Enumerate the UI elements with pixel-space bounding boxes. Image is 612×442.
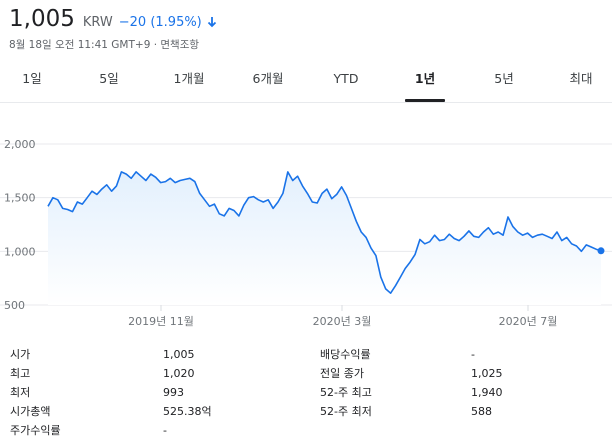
tab-5d[interactable]: 5일 xyxy=(99,71,119,86)
stat-label: 전일 종가 xyxy=(320,367,364,380)
tab-1d[interactable]: 1일 xyxy=(22,71,42,86)
stat-low: 최저 993 xyxy=(10,383,300,403)
stat-open: 시가 1,005 xyxy=(10,345,300,365)
stat-dividend-yield: 배당수익률 - xyxy=(320,345,600,365)
tab-max[interactable]: 최대 xyxy=(569,71,593,86)
stat-label: 주가수익률 xyxy=(10,424,61,437)
tab-ytd[interactable]: YTD xyxy=(333,71,359,86)
stat-label: 최고 xyxy=(10,367,31,380)
stat-value: 525.38억 xyxy=(163,405,212,418)
price-chart[interactable]: 2,000 1,500 1,000 500 2019년 11월 2020년 3월 2020년… xyxy=(0,104,612,334)
tab-5y[interactable]: 5년 xyxy=(494,71,514,86)
stat-pe-ratio: 주가수익률 - xyxy=(10,421,300,441)
tab-6m[interactable]: 6개월 xyxy=(252,71,284,86)
stat-52w-high: 52-주 최고 1,940 xyxy=(320,383,600,403)
y-tick-label: 1,500 xyxy=(4,192,36,205)
y-tick-label: 2,000 xyxy=(4,138,36,151)
currency-code: KRW xyxy=(82,15,113,30)
stat-52w-low: 52-주 최저 588 xyxy=(320,402,600,422)
y-tick-label: 500 xyxy=(4,299,25,312)
quote-timestamp-disclaimer: 8월 18일 오전 11:41 GMT+9 · 면책조항 xyxy=(9,39,200,51)
tabs-divider xyxy=(0,102,612,103)
stat-market-cap: 시가총액 525.38억 xyxy=(10,402,300,422)
stat-value: 1,005 xyxy=(163,348,195,361)
price-change: −20 (1.95%) xyxy=(118,15,202,30)
stat-value: 1,940 xyxy=(471,386,503,399)
tab-1m[interactable]: 1개월 xyxy=(173,71,205,86)
stat-label: 시가 xyxy=(10,348,31,361)
stat-label: 52-주 최고 xyxy=(320,386,372,399)
series-area xyxy=(48,171,601,305)
stat-label: 배당수익률 xyxy=(320,348,371,361)
range-tabs: 1일 5일 1개월 6개월 YTD 1년 5년 최대 xyxy=(0,64,612,102)
x-tick-label: 2020년 3월 xyxy=(313,315,372,328)
quote-header: 1,005 KRW −20 (1.95%) xyxy=(9,6,217,34)
tab-1y[interactable]: 1년 xyxy=(414,71,436,86)
stat-label: 52-주 최저 xyxy=(320,405,372,418)
y-tick-label: 1,000 xyxy=(4,245,36,258)
arrow-down-icon xyxy=(207,17,216,28)
last-price-dot xyxy=(597,247,605,255)
stat-value: - xyxy=(163,424,167,437)
active-tab-indicator xyxy=(405,99,445,102)
stat-value: 588 xyxy=(471,405,492,418)
stat-label: 시가총액 xyxy=(10,405,51,418)
stat-high: 최고 1,020 xyxy=(10,364,300,384)
stat-label: 최저 xyxy=(10,386,31,399)
x-tick-label: 2020년 7월 xyxy=(499,315,558,328)
current-price: 1,005 xyxy=(9,6,75,32)
stat-value: 1,025 xyxy=(471,367,503,380)
stat-value: 993 xyxy=(163,386,184,399)
x-tick-label: 2019년 11월 xyxy=(128,315,194,328)
series-line xyxy=(47,171,602,294)
stat-value: 1,020 xyxy=(163,367,195,380)
stat-prev-close: 전일 종가 1,025 xyxy=(320,364,600,384)
stat-value: - xyxy=(471,348,475,361)
